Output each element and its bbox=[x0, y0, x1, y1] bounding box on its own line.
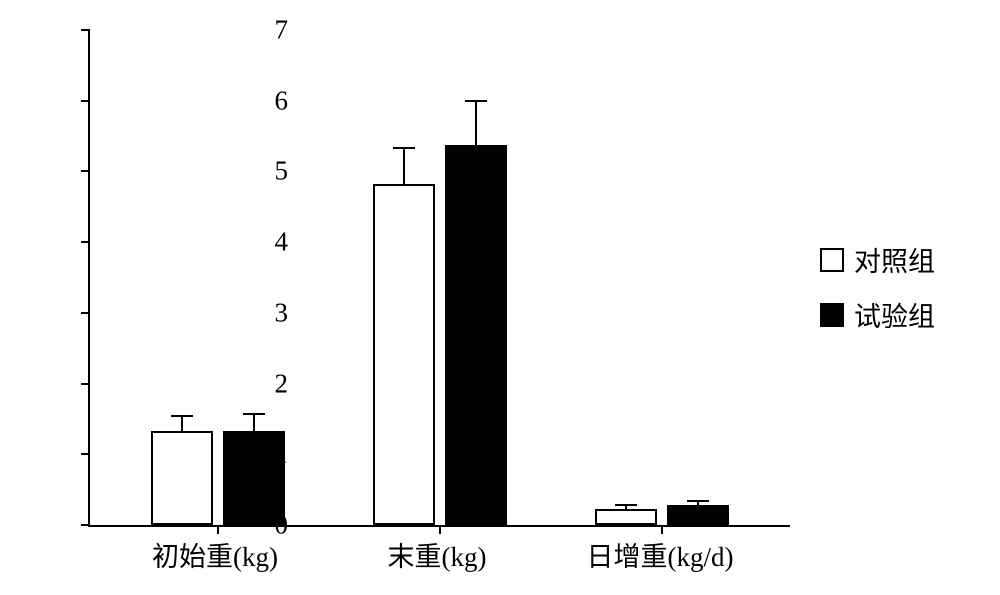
errbar-cap bbox=[687, 500, 709, 502]
legend-label-control: 对照组 bbox=[854, 240, 935, 279]
y-tick-label: 3 bbox=[248, 297, 288, 328]
bar-trial-gain bbox=[667, 505, 729, 525]
y-tick bbox=[81, 312, 90, 314]
plot-area bbox=[88, 30, 790, 527]
y-tick bbox=[81, 453, 90, 455]
errbar-cap bbox=[465, 100, 487, 102]
errbar bbox=[253, 415, 255, 431]
bar-trial-final bbox=[445, 145, 507, 525]
x-tick bbox=[661, 525, 663, 534]
errbar bbox=[403, 149, 405, 184]
legend-swatch-open bbox=[820, 248, 844, 272]
errbar-cap bbox=[171, 415, 193, 417]
chart-container: 0 1 2 3 4 5 6 7 初始重(kg) 末重(kg) 日增重(kg/d)… bbox=[0, 0, 1000, 595]
bar-control-initial bbox=[151, 431, 213, 525]
y-tick-label: 4 bbox=[248, 227, 288, 258]
y-tick-label: 7 bbox=[248, 15, 288, 46]
y-tick bbox=[81, 241, 90, 243]
category-label-initial: 初始重(kg) bbox=[150, 535, 280, 574]
y-tick-label: 1 bbox=[248, 439, 288, 470]
y-tick bbox=[81, 29, 90, 31]
errbar bbox=[625, 506, 627, 509]
bar-control-gain bbox=[595, 509, 657, 525]
y-tick-label: 6 bbox=[248, 85, 288, 116]
legend-item-control: 对照组 bbox=[820, 240, 935, 279]
errbar-cap bbox=[243, 413, 265, 415]
errbar bbox=[697, 502, 699, 505]
bar-control-final bbox=[373, 184, 435, 525]
y-tick bbox=[81, 524, 90, 526]
errbar bbox=[181, 417, 183, 431]
category-label-final: 末重(kg) bbox=[382, 535, 492, 574]
x-tick bbox=[439, 525, 441, 534]
y-tick bbox=[81, 100, 90, 102]
errbar bbox=[475, 102, 477, 144]
y-tick-label: 5 bbox=[248, 156, 288, 187]
category-label-gain: 日增重(kg/d) bbox=[580, 535, 740, 574]
y-tick bbox=[81, 170, 90, 172]
legend: 对照组 试验组 bbox=[820, 240, 935, 350]
x-tick bbox=[217, 525, 219, 534]
y-tick bbox=[81, 383, 90, 385]
errbar-cap bbox=[615, 504, 637, 506]
legend-swatch-solid bbox=[820, 303, 844, 327]
legend-item-trial: 试验组 bbox=[820, 295, 935, 334]
legend-label-trial: 试验组 bbox=[854, 295, 935, 334]
y-tick-label: 2 bbox=[248, 368, 288, 399]
errbar-cap bbox=[393, 147, 415, 149]
